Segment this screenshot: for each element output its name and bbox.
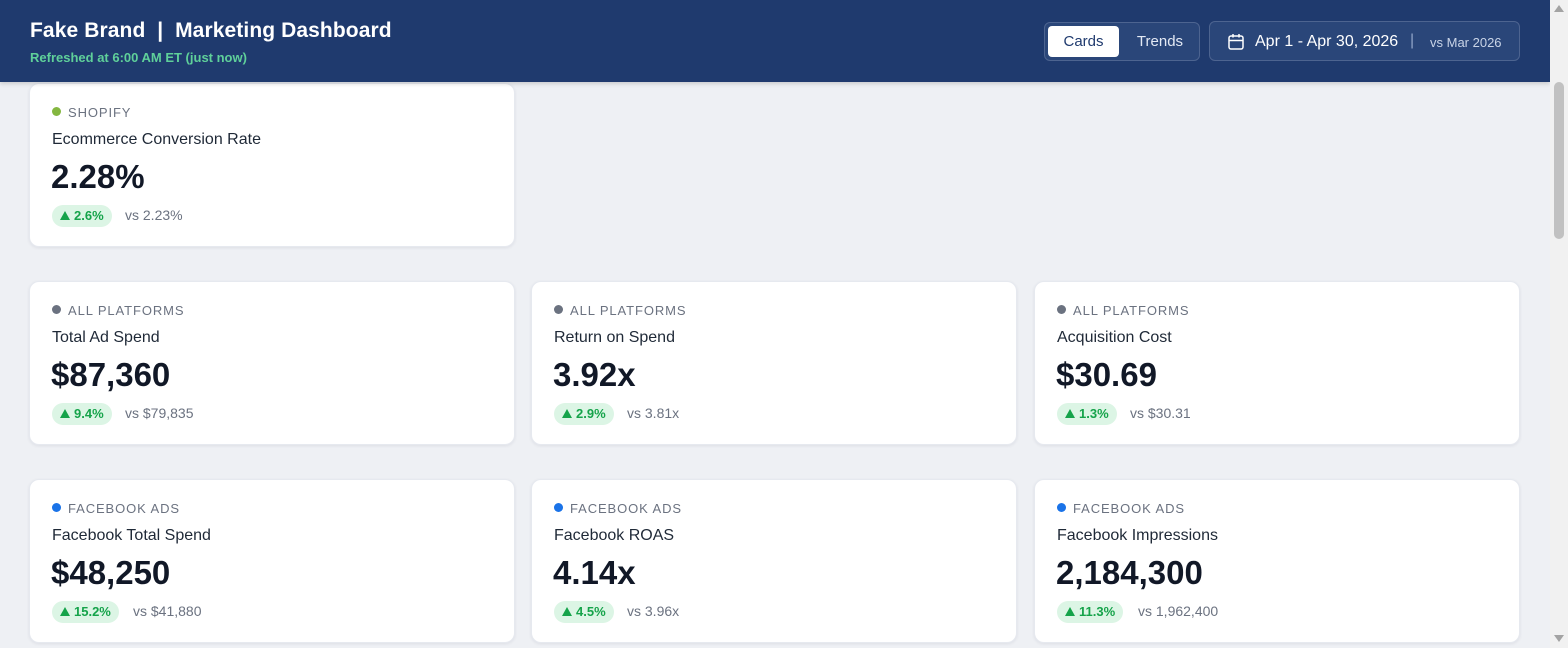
delta-value: 11.3% xyxy=(1079,604,1116,619)
scroll-thumb[interactable] xyxy=(1554,82,1564,239)
metric-name: Facebook Total Spend xyxy=(52,527,211,544)
metric-card-facebook-total-spend[interactable]: FACEBOOK ADS Facebook Total Spend $48,25… xyxy=(29,479,515,643)
delta-badge: 1.3% xyxy=(1057,403,1117,425)
delta-value: 1.3% xyxy=(1079,406,1109,421)
calendar-icon xyxy=(1228,34,1244,50)
delta-badge: 2.6% xyxy=(52,205,112,227)
source-dot-icon xyxy=(1057,503,1066,512)
delta-value: 4.5% xyxy=(576,604,606,619)
source-label: ALL PLATFORMS xyxy=(570,303,687,318)
metric-card-facebook-impressions[interactable]: FACEBOOK ADS Facebook Impressions 2,184,… xyxy=(1034,479,1520,643)
arrow-up-icon xyxy=(60,211,70,220)
metric-value: 4.14x xyxy=(553,554,636,591)
page-title: Fake Brand | Marketing Dashboard xyxy=(30,19,392,42)
metric-value: $30.69 xyxy=(1056,356,1157,393)
metric-card-conversion-rate[interactable]: SHOPIFY Ecommerce Conversion Rate 2.28% … xyxy=(29,83,515,247)
scroll-up-icon[interactable] xyxy=(1554,5,1564,12)
metric-value: 2.28% xyxy=(51,158,145,195)
source-dot-icon xyxy=(554,503,563,512)
comparison-value: vs $41,880 xyxy=(133,603,202,619)
arrow-up-icon xyxy=(60,409,70,418)
comparison-value: vs $30.31 xyxy=(1130,405,1191,421)
cards-view-button[interactable]: Cards xyxy=(1048,26,1119,57)
metric-name: Return on Spend xyxy=(554,329,675,346)
metric-name: Total Ad Spend xyxy=(52,329,160,346)
delta-value: 2.9% xyxy=(576,406,606,421)
metric-name: Acquisition Cost xyxy=(1057,329,1172,346)
metric-name: Ecommerce Conversion Rate xyxy=(52,131,261,148)
arrow-up-icon xyxy=(562,409,572,418)
comparison-value: vs 3.81x xyxy=(627,405,680,421)
trends-view-button[interactable]: Trends xyxy=(1136,33,1184,50)
source-label: SHOPIFY xyxy=(68,105,132,120)
comparison-value: vs 1,962,400 xyxy=(1138,603,1219,619)
date-separator: | xyxy=(1410,32,1415,49)
delta-badge: 15.2% xyxy=(52,601,119,623)
metric-value: 2,184,300 xyxy=(1056,554,1203,591)
source-dot-icon xyxy=(52,107,61,116)
delta-badge: 9.4% xyxy=(52,403,112,425)
source-label: FACEBOOK ADS xyxy=(570,501,682,516)
delta-value: 9.4% xyxy=(74,406,104,421)
metric-value: $48,250 xyxy=(51,554,171,591)
refresh-status: Refreshed at 6:00 AM ET (just now) xyxy=(30,50,247,65)
source-dot-icon xyxy=(52,305,61,314)
arrow-up-icon xyxy=(1065,607,1075,616)
arrow-up-icon xyxy=(562,607,572,616)
source-dot-icon xyxy=(1057,305,1066,314)
metric-card-acquisition-cost[interactable]: ALL PLATFORMS Acquisition Cost $30.69 1.… xyxy=(1034,281,1520,445)
date-range-label: Apr 1 - Apr 30, 2026 xyxy=(1255,33,1399,50)
source-dot-icon xyxy=(554,305,563,314)
comparison-value: vs 2.23% xyxy=(125,207,183,223)
delta-value: 15.2% xyxy=(74,604,111,619)
page-scrollbar[interactable] xyxy=(1550,0,1568,648)
scroll-down-icon[interactable] xyxy=(1554,635,1564,642)
metric-value: 3.92x xyxy=(553,356,636,393)
delta-badge: 4.5% xyxy=(554,601,614,623)
comparison-value: vs 3.96x xyxy=(627,603,680,619)
arrow-up-icon xyxy=(1065,409,1075,418)
view-toggle: Cards Trends xyxy=(1044,22,1200,61)
delta-value: 2.6% xyxy=(74,208,104,223)
source-label: ALL PLATFORMS xyxy=(1073,303,1190,318)
metric-name: Facebook Impressions xyxy=(1057,527,1218,544)
metric-name: Facebook ROAS xyxy=(554,527,675,544)
source-label: ALL PLATFORMS xyxy=(68,303,185,318)
header-bar: Fake Brand | Marketing Dashboard Refresh… xyxy=(0,0,1550,82)
comparison-value: vs $79,835 xyxy=(125,405,194,421)
source-label: FACEBOOK ADS xyxy=(68,501,180,516)
source-label: FACEBOOK ADS xyxy=(1073,501,1185,516)
delta-badge: 11.3% xyxy=(1057,601,1124,623)
source-dot-icon xyxy=(52,503,61,512)
metric-value: $87,360 xyxy=(51,356,171,393)
metric-card-return-on-spend[interactable]: ALL PLATFORMS Return on Spend 3.92x 2.9%… xyxy=(531,281,1017,445)
arrow-up-icon xyxy=(60,607,70,616)
metric-card-facebook-roas[interactable]: FACEBOOK ADS Facebook ROAS 4.14x 4.5% vs… xyxy=(531,479,1017,643)
comparison-period: vs Mar 2026 xyxy=(1430,35,1502,50)
metric-card-total-ad-spend[interactable]: ALL PLATFORMS Total Ad Spend $87,360 9.4… xyxy=(29,281,515,445)
date-range-picker[interactable]: Apr 1 - Apr 30, 2026 | vs Mar 2026 xyxy=(1209,21,1520,61)
delta-badge: 2.9% xyxy=(554,403,614,425)
